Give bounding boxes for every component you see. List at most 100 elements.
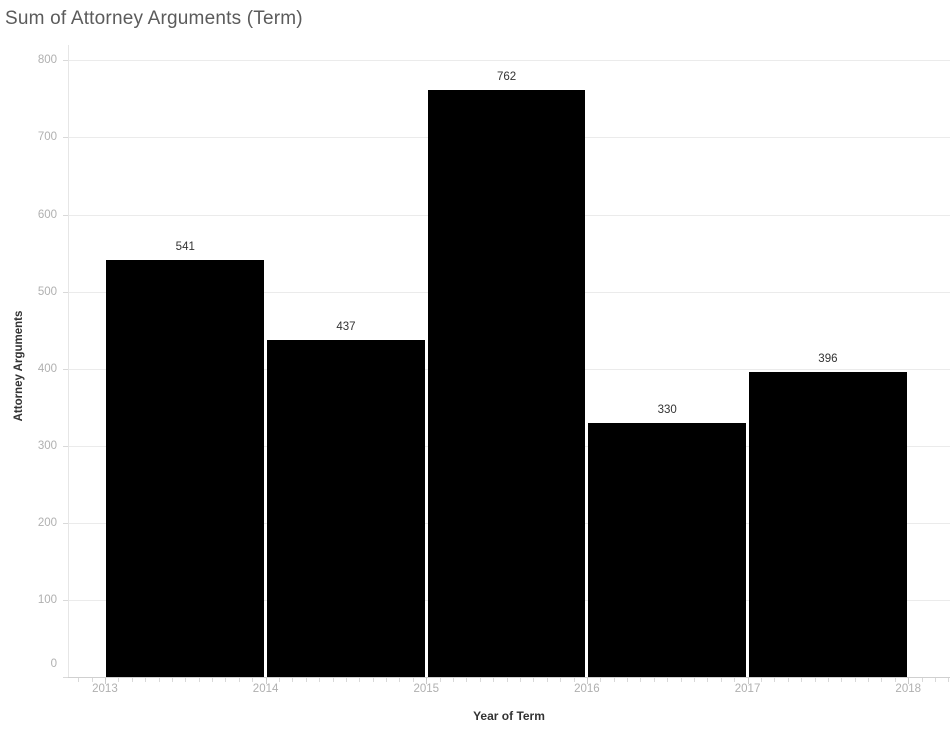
x-axis-minor-tick xyxy=(479,678,481,682)
x-axis-minor-tick xyxy=(198,678,200,682)
y-axis-line xyxy=(68,45,69,677)
y-tick-label: 100 xyxy=(37,593,57,606)
x-axis-minor-tick xyxy=(519,678,521,682)
bar-2017[interactable] xyxy=(749,371,907,677)
x-axis-minor-tick xyxy=(345,678,347,682)
x-tick-label: 2013 xyxy=(92,683,118,695)
x-axis-minor-tick xyxy=(841,678,843,682)
bar-2013[interactable] xyxy=(106,260,265,677)
y-tick-label: 600 xyxy=(37,208,57,221)
x-axis-major-tick xyxy=(265,678,267,684)
x-axis-minor-tick xyxy=(707,678,709,682)
bar-2015[interactable] xyxy=(427,89,586,677)
x-axis-minor-tick xyxy=(573,678,575,682)
x-axis-major-tick xyxy=(586,678,588,684)
x-axis-major-tick xyxy=(908,678,910,684)
x-axis-minor-tick xyxy=(372,678,374,682)
x-axis-minor-tick xyxy=(278,678,280,682)
bar-2014[interactable] xyxy=(267,340,425,677)
x-axis-minor-tick xyxy=(131,678,133,682)
y-tick-label: 800 xyxy=(37,54,57,67)
x-axis-minor-tick xyxy=(734,678,736,682)
x-axis-minor-tick xyxy=(894,678,896,682)
bar-2016[interactable] xyxy=(588,422,747,677)
x-axis-minor-tick xyxy=(252,678,254,682)
x-axis-minor-tick xyxy=(854,678,856,682)
x-axis-minor-tick xyxy=(305,678,307,682)
x-axis-minor-tick xyxy=(359,678,361,682)
x-axis-minor-tick xyxy=(921,678,923,682)
x-axis-minor-tick xyxy=(948,678,950,682)
x-axis-minor-tick xyxy=(118,678,120,682)
x-axis-minor-tick xyxy=(158,678,160,682)
x-axis-minor-tick xyxy=(680,678,682,682)
x-axis-minor-tick xyxy=(881,678,883,682)
x-axis-minor-tick xyxy=(868,678,870,682)
x-axis-minor-tick xyxy=(720,678,722,682)
x-tick-label: 2016 xyxy=(574,683,600,695)
y-tick-label: 300 xyxy=(37,439,57,452)
y-tick-label: 400 xyxy=(37,362,57,375)
x-axis-minor-tick xyxy=(613,678,615,682)
x-axis-minor-tick xyxy=(627,678,629,682)
x-axis-minor-tick xyxy=(439,678,441,682)
x-tick-label: 2018 xyxy=(895,683,922,695)
y-axis-tick xyxy=(63,60,68,62)
x-axis-major-tick xyxy=(747,678,749,684)
y-gridline xyxy=(68,60,950,62)
x-axis-minor-tick xyxy=(91,678,93,682)
x-axis-major-tick xyxy=(104,678,106,684)
x-axis-minor-tick xyxy=(560,678,562,682)
x-axis-minor-tick xyxy=(185,678,187,682)
x-axis-minor-tick xyxy=(667,678,669,682)
x-tick-label: 2014 xyxy=(252,683,279,695)
x-axis-minor-tick xyxy=(533,678,535,682)
x-axis-minor-tick xyxy=(212,678,214,682)
x-axis-minor-tick xyxy=(399,678,401,682)
y-tick-label: 700 xyxy=(37,131,57,144)
x-axis-minor-tick xyxy=(145,678,147,682)
x-axis-minor-tick xyxy=(801,678,803,682)
x-axis-line xyxy=(68,677,950,678)
y-axis-tick xyxy=(63,522,68,524)
x-axis-minor-tick xyxy=(506,678,508,682)
x-tick-label: 2015 xyxy=(413,683,440,695)
x-axis-minor-tick xyxy=(774,678,776,682)
x-axis-minor-tick xyxy=(466,678,468,682)
y-axis-tick xyxy=(63,214,68,216)
x-axis-title: Year of Term xyxy=(473,709,545,723)
x-axis-minor-tick xyxy=(760,678,762,682)
x-axis-minor-tick xyxy=(787,678,789,682)
x-tick-label: 2017 xyxy=(734,683,761,695)
y-tick-label: 500 xyxy=(37,285,57,298)
y-axis-tick xyxy=(63,677,68,678)
bar-value-label-2017: 396 xyxy=(818,352,838,365)
y-axis-tick xyxy=(63,368,68,370)
x-axis-minor-tick xyxy=(225,678,227,682)
x-axis-minor-tick xyxy=(640,678,642,682)
y-axis-tick xyxy=(63,291,68,293)
x-axis-minor-tick xyxy=(319,678,321,682)
y-axis-tick xyxy=(63,137,68,139)
x-axis-minor-tick xyxy=(694,678,696,682)
x-axis-minor-tick xyxy=(78,678,80,682)
x-axis-minor-tick xyxy=(935,678,936,682)
x-axis-minor-tick xyxy=(493,678,495,682)
bar-value-label-2014: 437 xyxy=(336,321,356,334)
x-axis-minor-tick xyxy=(827,678,829,682)
x-axis-minor-tick xyxy=(238,678,240,682)
x-axis-minor-tick xyxy=(171,678,173,682)
y-tick-label: 0 xyxy=(50,658,57,670)
x-axis-minor-tick xyxy=(386,678,388,682)
x-axis-minor-tick xyxy=(453,678,455,682)
x-axis-minor-tick xyxy=(653,678,655,682)
y-tick-label: 200 xyxy=(37,516,57,529)
x-axis-minor-tick xyxy=(292,678,294,682)
bar-value-label-2016: 330 xyxy=(657,403,677,416)
x-axis-minor-tick xyxy=(814,678,816,682)
x-axis-major-tick xyxy=(426,678,428,684)
bar-value-label-2015: 762 xyxy=(496,70,517,83)
x-axis-minor-tick xyxy=(412,678,414,682)
x-axis-minor-tick xyxy=(600,678,602,682)
